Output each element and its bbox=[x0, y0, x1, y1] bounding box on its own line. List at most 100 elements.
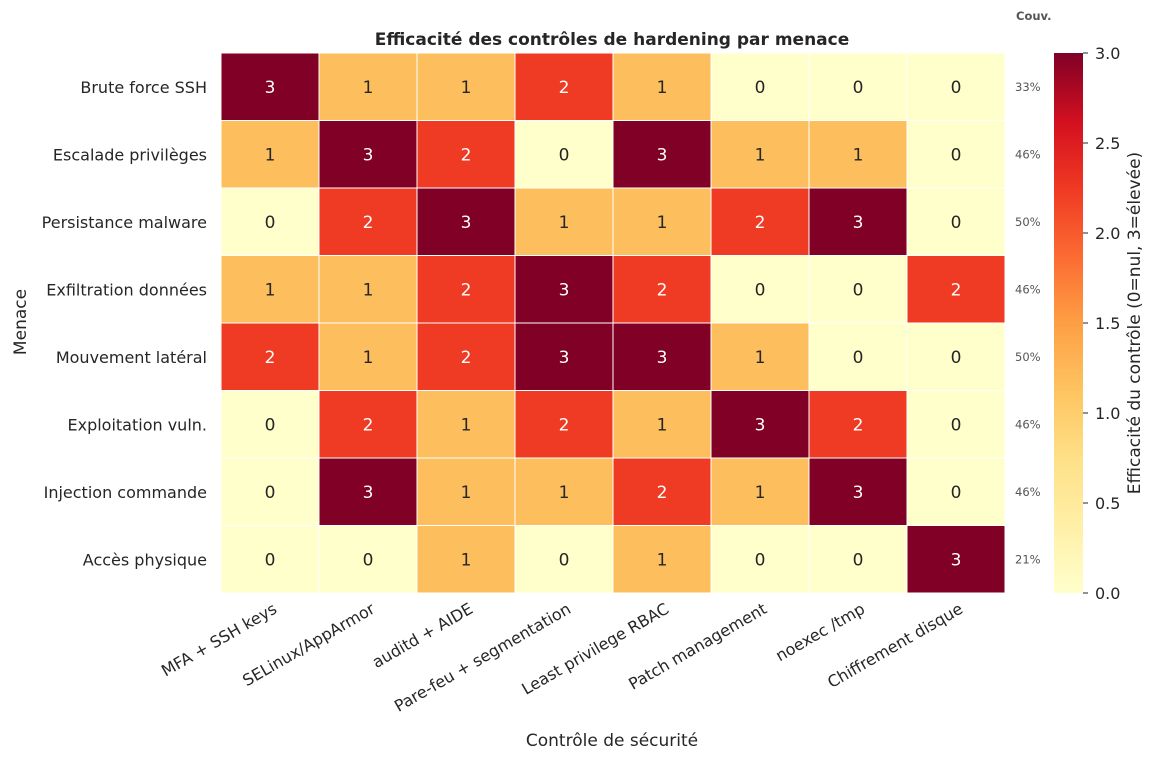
heatmap-cell bbox=[612, 322, 712, 391]
heatmap-cell bbox=[906, 457, 1006, 526]
cell-value-label: 3 bbox=[755, 415, 766, 435]
heatmap-cell bbox=[416, 457, 516, 526]
heatmap-cell bbox=[318, 120, 418, 189]
heatmap-cells: 3 1 1 2 1 0 0 0 1 3 2 0 3 1 1 0 0 2 3 1 1 2 3 0 1 1 2 3 2 0 0 2 2 1 2 3 3 1 0 0… bbox=[220, 52, 1006, 594]
cell-value-label: 3 bbox=[559, 348, 570, 368]
heatmap-cell bbox=[514, 52, 614, 121]
heatmap-cell bbox=[416, 255, 516, 324]
coverage-value: 50% bbox=[1015, 350, 1041, 364]
heatmap-cell bbox=[710, 457, 810, 526]
heatmap-cell bbox=[808, 255, 908, 324]
coverage-value: 21% bbox=[1015, 552, 1041, 566]
cell-value-label: 2 bbox=[461, 348, 472, 368]
heatmap-cell bbox=[220, 457, 320, 526]
cell-value-label: 0 bbox=[755, 280, 766, 300]
cell-value-label: 0 bbox=[559, 145, 570, 165]
cell-value-label: 2 bbox=[657, 280, 668, 300]
cell-value-label: 3 bbox=[853, 213, 864, 233]
cell-value-label: 2 bbox=[559, 415, 570, 435]
cell-value-label: 0 bbox=[265, 483, 276, 503]
heatmap-cell bbox=[906, 525, 1006, 594]
heatmap-cell bbox=[906, 187, 1006, 256]
heatmap-cell bbox=[710, 525, 810, 594]
heatmap-cell bbox=[612, 255, 712, 324]
cell-value-label: 2 bbox=[363, 213, 374, 233]
heatmap-cell bbox=[220, 255, 320, 324]
cell-value-label: 3 bbox=[853, 483, 864, 503]
heatmap-cell bbox=[710, 52, 810, 121]
heatmap-cell bbox=[710, 120, 810, 189]
cell-value-label: 0 bbox=[853, 280, 864, 300]
coverage-value: 46% bbox=[1015, 417, 1041, 431]
heatmap-cell bbox=[514, 322, 614, 391]
cell-value-label: 0 bbox=[363, 550, 374, 570]
heatmap-cell bbox=[416, 52, 516, 121]
colorbar-tick-label: 0.5 bbox=[1095, 494, 1120, 513]
cell-value-label: 0 bbox=[951, 78, 962, 98]
heatmap-cell bbox=[514, 187, 614, 256]
cell-value-label: 1 bbox=[755, 348, 766, 368]
cell-value-label: 3 bbox=[657, 348, 668, 368]
colorbar-ticks: 0.0 0.5 1.0 1.5 2.0 2.5 3.0 bbox=[1083, 44, 1120, 603]
cell-value-label: 2 bbox=[461, 145, 472, 165]
colorbar-tick-label: 0.0 bbox=[1095, 584, 1120, 603]
heatmap-cell bbox=[318, 187, 418, 256]
cell-value-label: 3 bbox=[951, 550, 962, 570]
cell-value-label: 1 bbox=[461, 550, 472, 570]
cell-value-label: 0 bbox=[853, 78, 864, 98]
row-labels: Brute force SSH Escalade privilèges Persis… bbox=[42, 78, 207, 570]
heatmap-cell bbox=[318, 390, 418, 459]
cell-value-label: 0 bbox=[951, 483, 962, 503]
cell-value-label: 0 bbox=[951, 145, 962, 165]
cell-value-label: 1 bbox=[363, 280, 374, 300]
coverage-header: Couv. bbox=[1016, 9, 1051, 23]
heatmap-cell bbox=[906, 322, 1006, 391]
heatmap-cell bbox=[612, 390, 712, 459]
cell-value-label: 2 bbox=[951, 280, 962, 300]
cell-value-label: 1 bbox=[559, 213, 570, 233]
y-axis-label: Menace bbox=[11, 289, 31, 355]
heatmap-cell bbox=[906, 390, 1006, 459]
heatmap-cell bbox=[514, 255, 614, 324]
row-label: Exploitation vuln. bbox=[67, 415, 207, 434]
cell-value-label: 3 bbox=[265, 78, 276, 98]
coverage-labels: 33% 46% 50% 46% 50% 46% 46% 21% bbox=[1015, 80, 1041, 567]
heatmap-cell bbox=[416, 390, 516, 459]
row-label: Exfiltration données bbox=[46, 280, 207, 299]
row-label: Escalade privilèges bbox=[53, 145, 207, 164]
coverage-value: 50% bbox=[1015, 215, 1041, 229]
heatmap-cell bbox=[416, 187, 516, 256]
cell-value-label: 1 bbox=[657, 550, 668, 570]
colorbar-tick-label: 3.0 bbox=[1095, 44, 1120, 63]
cell-value-label: 3 bbox=[657, 145, 668, 165]
cell-value-label: 2 bbox=[755, 213, 766, 233]
cell-value-label: 1 bbox=[853, 145, 864, 165]
x-axis-label: Contrôle de sécurité bbox=[526, 731, 698, 751]
row-label: Mouvement latéral bbox=[56, 348, 207, 367]
cell-value-label: 1 bbox=[461, 78, 472, 98]
cell-value-label: 3 bbox=[363, 145, 374, 165]
heatmap-cell bbox=[710, 390, 810, 459]
colorbar bbox=[1054, 53, 1083, 593]
colorbar-tick-label: 2.5 bbox=[1095, 134, 1120, 153]
heatmap-cell bbox=[612, 187, 712, 256]
cell-value-label: 1 bbox=[265, 280, 276, 300]
cell-value-label: 2 bbox=[461, 280, 472, 300]
cell-value-label: 1 bbox=[461, 483, 472, 503]
cell-value-label: 3 bbox=[363, 483, 374, 503]
heatmap-cell bbox=[710, 187, 810, 256]
row-label: Accès physique bbox=[83, 550, 207, 569]
cell-value-label: 1 bbox=[657, 415, 668, 435]
cell-value-label: 0 bbox=[559, 550, 570, 570]
heatmap-cell bbox=[808, 187, 908, 256]
colorbar-tick-label: 2.0 bbox=[1095, 224, 1120, 243]
cell-value-label: 1 bbox=[657, 213, 668, 233]
cell-value-label: 0 bbox=[853, 550, 864, 570]
heatmap-cell bbox=[808, 322, 908, 391]
heatmap-cell bbox=[612, 525, 712, 594]
cell-value-label: 3 bbox=[559, 280, 570, 300]
row-label: Injection commande bbox=[44, 483, 207, 502]
heatmap-cell bbox=[416, 322, 516, 391]
cell-value-label: 1 bbox=[265, 145, 276, 165]
